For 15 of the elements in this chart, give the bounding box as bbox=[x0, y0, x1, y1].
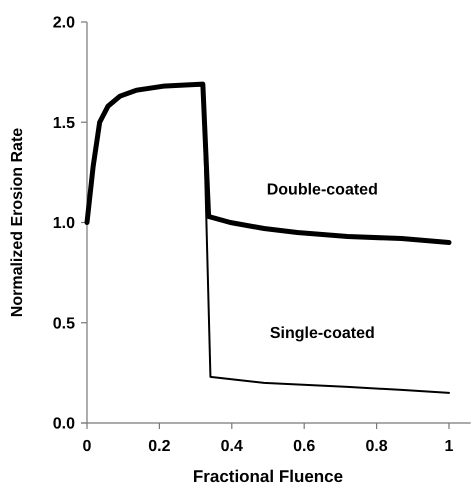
x-tick-label: 0.6 bbox=[293, 438, 316, 455]
y-tick-label: 0.5 bbox=[52, 315, 76, 332]
x-tick-label: 1 bbox=[444, 438, 454, 455]
y-axis-title: Normalized Erosion Rate bbox=[9, 128, 26, 318]
x-tick-label: 0.8 bbox=[365, 438, 388, 455]
y-tick-label: 0.0 bbox=[52, 416, 76, 433]
x-tick-label: 0.2 bbox=[148, 438, 171, 455]
text: Single-coated bbox=[270, 324, 375, 342]
series-label: Double-coated bbox=[266, 182, 378, 199]
y-tick-label: 2.0 bbox=[52, 14, 76, 32]
x-tick-label: 0 bbox=[82, 438, 92, 455]
x-axis-title: Fractional Fluence bbox=[192, 467, 344, 486]
y-tick-label: 1.0 bbox=[52, 215, 76, 232]
x-tick-label: 0.4 bbox=[220, 438, 244, 455]
y-tick-label: 1.5 bbox=[52, 114, 76, 132]
